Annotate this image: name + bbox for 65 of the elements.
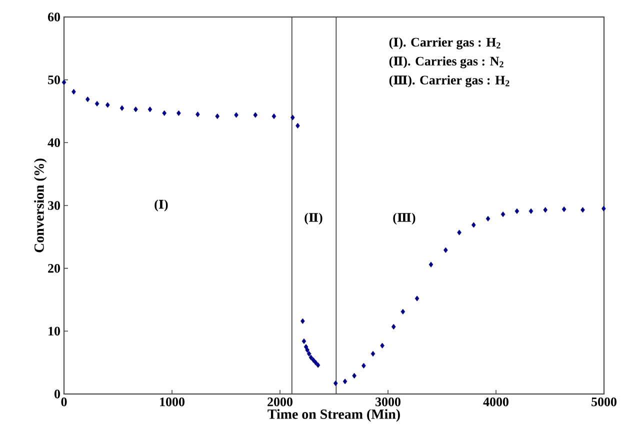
point xyxy=(400,308,406,314)
point xyxy=(580,207,585,213)
point xyxy=(528,208,534,214)
y-tick-label: 10 xyxy=(48,326,60,336)
x-tick-label: 3000 xyxy=(376,398,400,406)
point xyxy=(120,105,124,111)
point xyxy=(162,110,166,116)
point xyxy=(176,110,181,116)
x-tick-label: 5000 xyxy=(592,398,616,406)
point xyxy=(234,112,238,118)
annotation: (Ⅱ). Carries gas : N$_{2}$ xyxy=(389,56,504,68)
point xyxy=(362,362,366,368)
point xyxy=(106,102,110,108)
point xyxy=(308,354,314,360)
y-tick-label: 60 xyxy=(48,12,60,22)
point xyxy=(444,247,448,253)
point xyxy=(290,114,295,120)
point xyxy=(391,324,396,330)
x-axis-title: Time on Stream (Min) xyxy=(268,409,400,422)
point xyxy=(134,106,138,112)
annotation: (Ⅰ) xyxy=(154,200,168,212)
y-tick-label: 20 xyxy=(48,264,60,273)
x-tick-label: 2000 xyxy=(268,398,292,406)
y-tick-label: 40 xyxy=(48,138,60,148)
y-tick-label: 50 xyxy=(48,75,60,84)
point xyxy=(306,350,312,357)
annotation: (Ⅰ). Carrier gas : H$_{2}$ xyxy=(389,37,500,50)
x-tick-label: 1000 xyxy=(160,398,184,406)
point xyxy=(457,230,462,236)
point xyxy=(500,211,506,218)
point xyxy=(414,296,420,302)
y-tick-label: 30 xyxy=(48,201,60,210)
point xyxy=(602,206,606,212)
x-tick-label: 4000 xyxy=(483,398,508,406)
point xyxy=(302,338,306,344)
point xyxy=(562,206,566,212)
point xyxy=(428,262,434,268)
point xyxy=(300,318,305,324)
point xyxy=(316,362,320,368)
point xyxy=(215,113,220,120)
annotation: (Ⅲ). Carrier gas : H$_{2}$ xyxy=(389,75,510,88)
point xyxy=(148,106,152,112)
point xyxy=(94,100,100,106)
point xyxy=(296,122,300,128)
point xyxy=(86,96,90,102)
annotation: (Ⅲ) xyxy=(393,212,416,225)
point xyxy=(370,350,376,357)
point xyxy=(253,112,258,118)
point xyxy=(380,342,384,348)
point xyxy=(486,216,490,222)
y-axis-title: Conversion (%) xyxy=(34,158,47,252)
point xyxy=(196,112,200,118)
point xyxy=(305,347,310,353)
point xyxy=(543,207,548,213)
point xyxy=(342,378,348,384)
point xyxy=(311,357,316,363)
annotation: (Ⅱ) xyxy=(304,212,322,225)
x-tick-label: 0 xyxy=(61,398,67,406)
y-tick-label: 0 xyxy=(54,390,60,398)
point xyxy=(333,380,338,386)
point xyxy=(272,113,276,120)
point xyxy=(314,360,318,366)
point xyxy=(514,208,520,214)
point xyxy=(62,80,66,86)
point xyxy=(472,222,476,228)
